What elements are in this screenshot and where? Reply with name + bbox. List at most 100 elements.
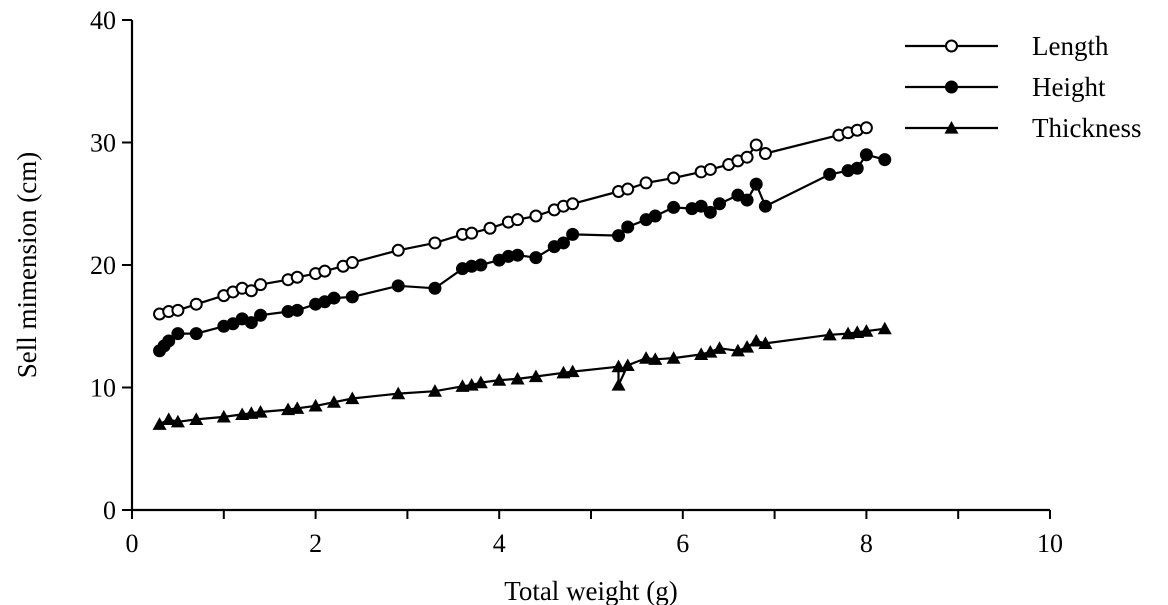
y-tick-label: 10 [90,374,116,403]
height-point [290,303,304,317]
legend-thickness-marker [944,121,959,134]
height-point [621,220,635,234]
x-tick-label: 2 [309,529,322,558]
thickness-point [152,417,167,430]
height-point [749,177,763,191]
height-point [171,327,185,341]
thickness-point [648,352,663,365]
thickness-point [859,324,874,337]
thickness-point [161,412,176,425]
height-point [667,200,681,214]
legend: Length Height Thickness [905,31,1141,143]
thickness-point [703,344,718,358]
length-point [290,270,304,284]
thickness-point [528,369,543,383]
length-point [621,182,635,196]
length-point [511,213,525,227]
x-tick-label: 4 [493,529,506,558]
length-point [667,171,681,185]
thickness-point [189,412,204,425]
series-layer [152,121,892,430]
thickness-point [611,378,626,391]
thickness-point [473,375,488,389]
x-tick-label: 8 [860,529,873,558]
length-point [465,226,479,240]
length-point [859,121,873,135]
length-point [428,236,442,250]
length-point [483,221,497,235]
height-point [758,199,772,213]
height-point [556,236,570,250]
thickness-point [620,358,635,372]
thickness-point [391,386,406,400]
y-tick-label: 40 [90,6,116,35]
length-point [244,284,258,298]
height-point [529,251,543,265]
thickness-point [170,414,185,428]
thickness-point [427,384,442,397]
height-point [345,290,359,304]
thickness-point [216,409,231,423]
height-point [612,229,626,243]
legend-height-marker [945,80,958,94]
thickness-point [326,395,341,408]
thickness-point [253,405,268,418]
height-point [566,227,580,241]
legend-thickness-label: Thickness [1032,113,1141,143]
height-point [511,248,525,262]
thickness-point [822,327,837,341]
thickness-point [877,321,892,335]
thickness-point [666,351,681,364]
y-tick-label: 30 [90,129,116,158]
thickness-point [290,401,305,414]
thickness-point [758,336,773,349]
legend-item-height: Height [905,72,1106,102]
height-point [713,197,727,211]
thickness-point [565,364,580,378]
length-point [189,297,203,311]
height-point [850,161,864,175]
height-point [859,148,873,162]
x-tick-label: 10 [1037,529,1063,558]
height-point [391,279,405,293]
x-tick-label: 0 [126,529,139,558]
length-point [758,147,772,161]
thickness-point [492,373,507,386]
length-point [703,162,717,176]
x-axis-title: Total weight (g) [504,576,678,605]
legend-length-label: Length [1032,31,1109,61]
x-tick-label: 6 [676,529,689,558]
thickness-point [510,371,525,385]
thickness-point [639,351,654,364]
length-point [639,176,653,190]
height-point [694,199,708,213]
thickness-line [158,327,885,426]
height-point [162,334,176,348]
height-point [703,205,717,219]
length-point [318,264,332,278]
length-point [529,209,543,223]
y-tick-label: 20 [90,251,116,280]
height-point [254,308,268,322]
height-point [244,316,258,330]
length-point [566,197,580,211]
legend-length-marker [945,39,958,53]
axes: 0 2 4 6 8 10 0 10 20 30 40 [90,6,1063,558]
thickness-point [740,340,755,353]
series-height [153,148,892,358]
y-tick-label: 0 [103,496,116,525]
legend-item-length: Length [905,31,1109,61]
thickness-point [345,391,360,405]
length-point [749,138,763,152]
series-thickness [152,321,892,430]
legend-item-thickness: Thickness [905,113,1141,143]
thickness-point [712,341,727,354]
length-point [254,278,268,292]
height-point [428,281,442,295]
legend-height-label: Height [1032,72,1106,102]
height-point [189,327,203,341]
height-point [823,167,837,181]
length-point [391,243,405,257]
length-point [171,303,185,317]
